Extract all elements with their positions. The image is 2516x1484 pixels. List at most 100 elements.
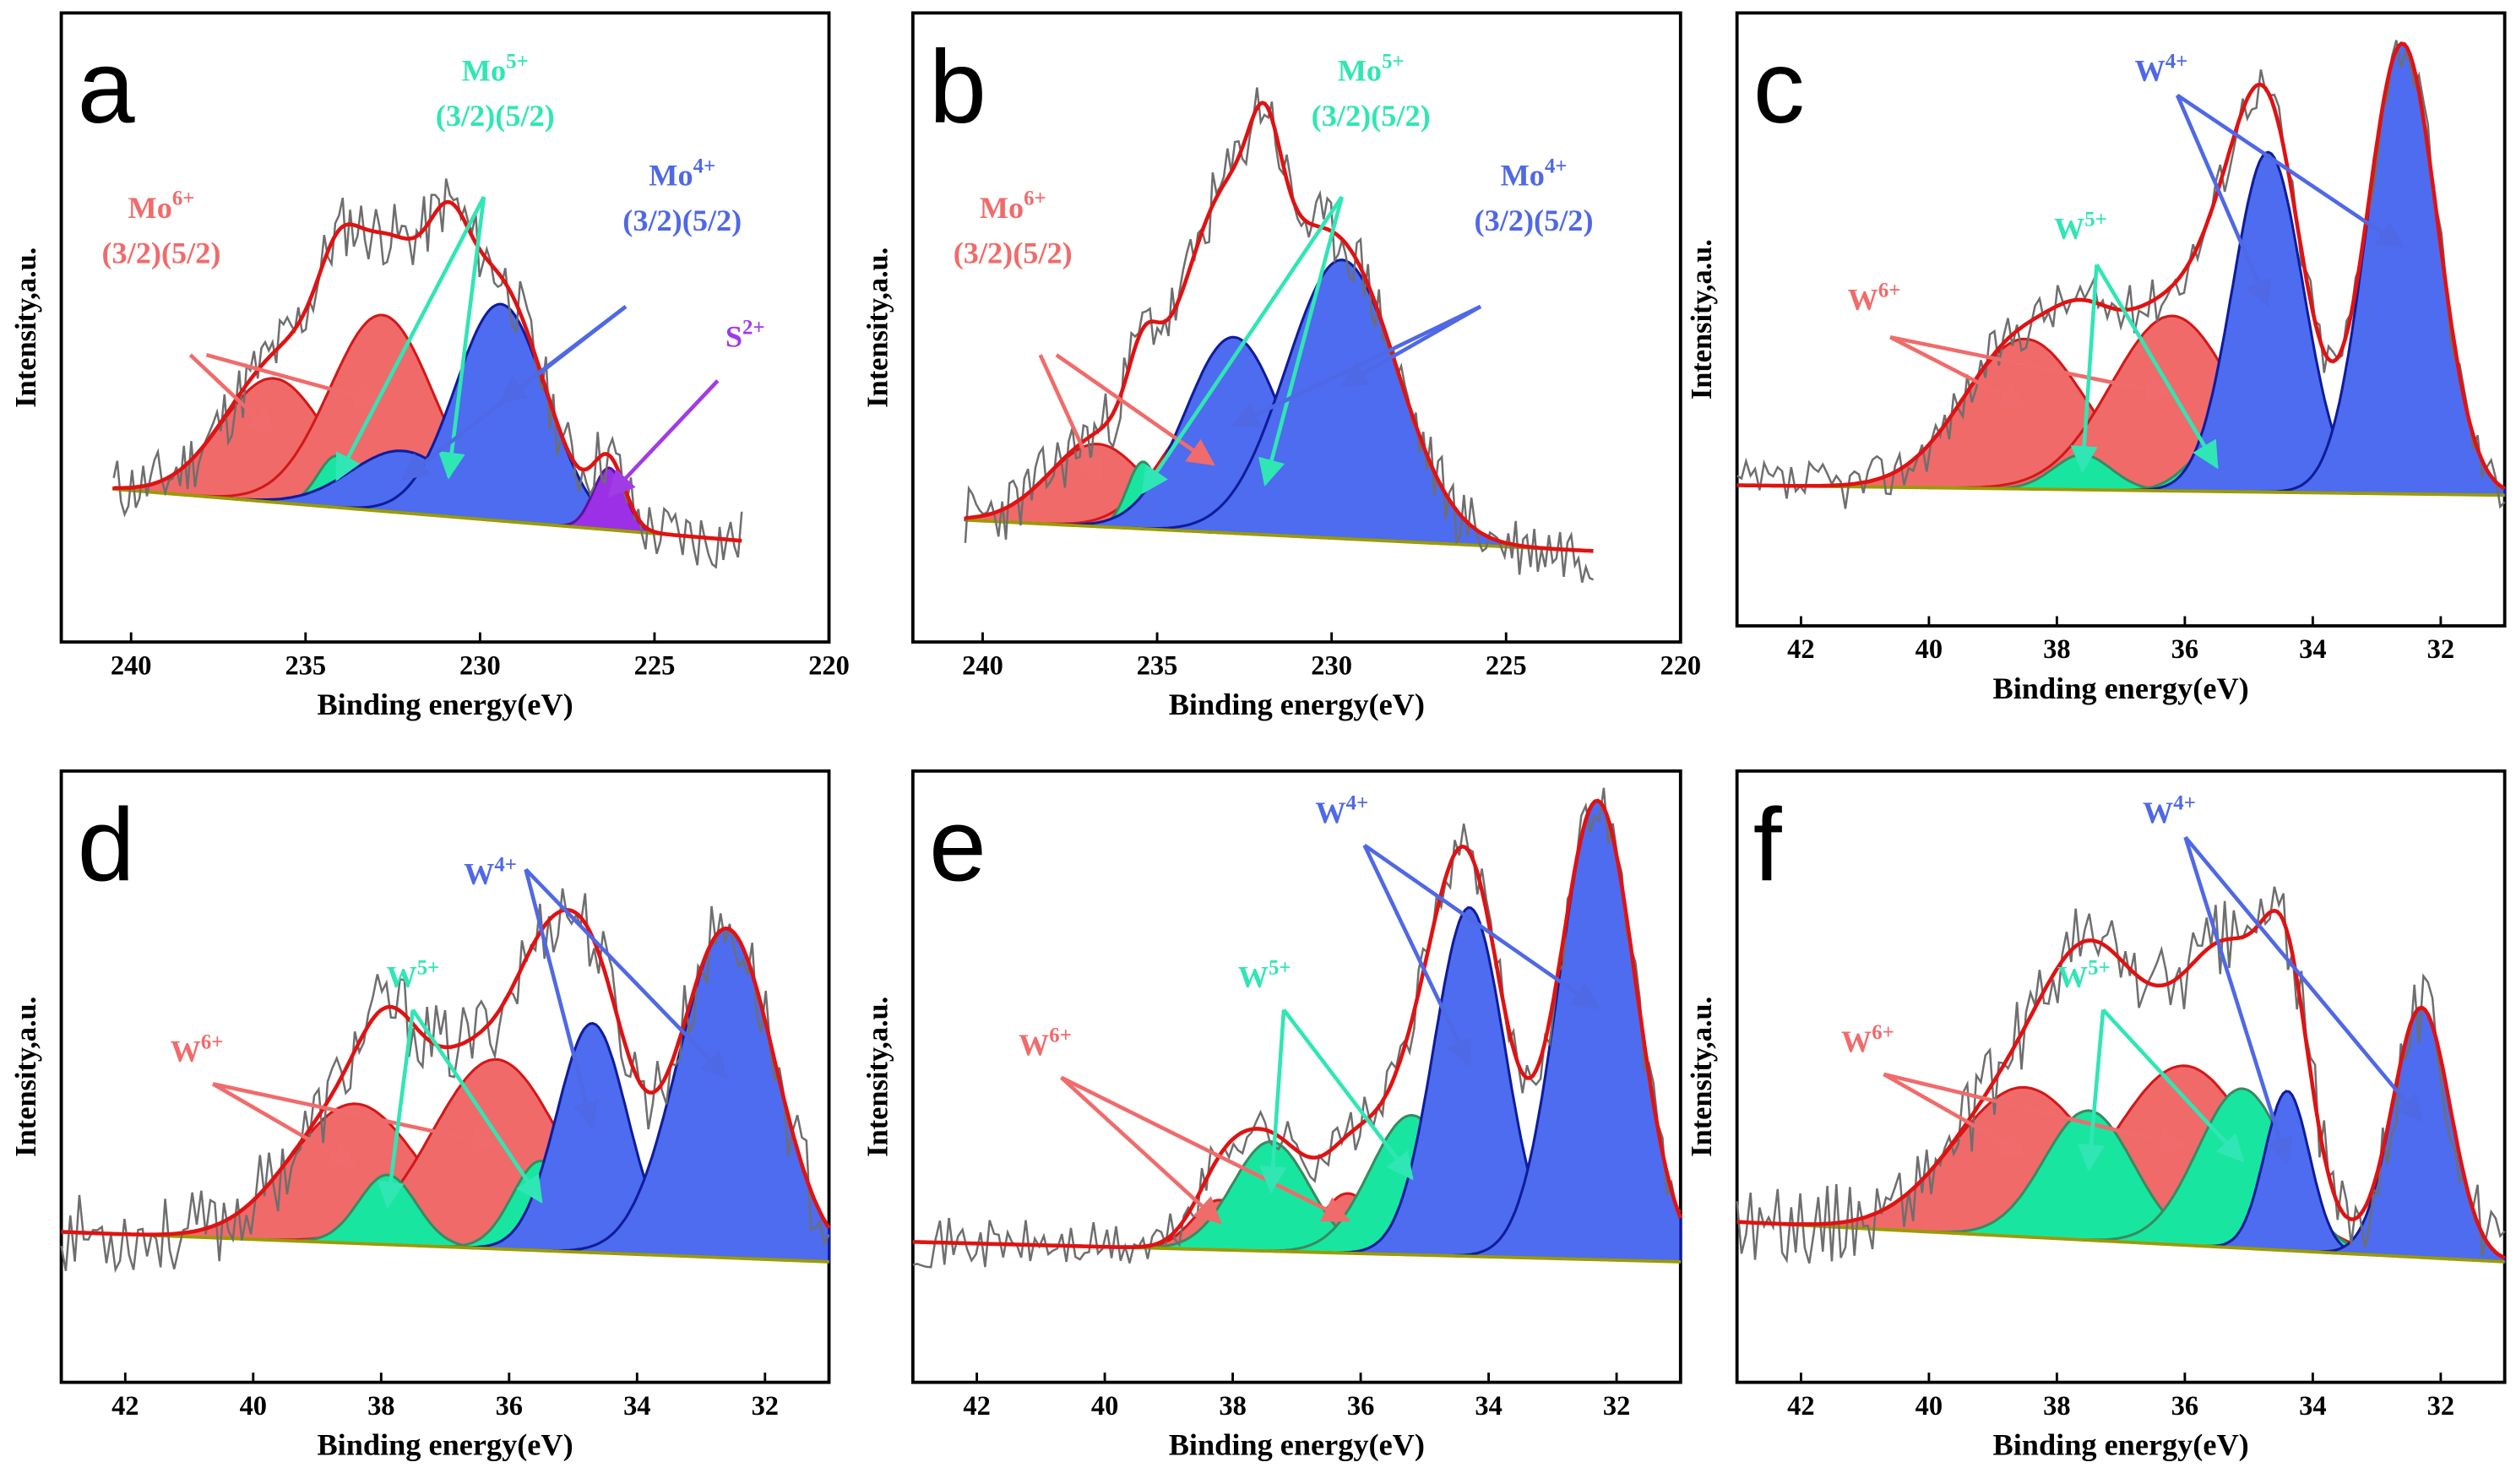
x-tick-label: 40 bbox=[1916, 1391, 1943, 1421]
fit-envelope bbox=[965, 101, 1594, 553]
x-tick-label: 42 bbox=[111, 1391, 139, 1421]
panel-letter: f bbox=[1753, 787, 1783, 903]
x-tick-label: 230 bbox=[1311, 650, 1352, 681]
arrow-green bbox=[2077, 1009, 2106, 1172]
arrow-red bbox=[212, 1082, 499, 1153]
x-tick-label: 34 bbox=[1475, 1391, 1502, 1421]
annotation-sub-red: (3/2)(5/2) bbox=[101, 236, 220, 269]
annotation-sub-blue: (3/2)(5/2) bbox=[622, 204, 742, 237]
x-tick-label: 32 bbox=[752, 1391, 779, 1421]
panel-c: 42 40 38 36 34 32 Binding energy(eV) Intensity,… bbox=[1686, 11, 2507, 705]
fit-envelope bbox=[1736, 908, 2506, 1260]
x-tick-label: 235 bbox=[1137, 650, 1178, 681]
x-tick-label: 36 bbox=[1347, 1391, 1374, 1421]
annotation-green: W5+ bbox=[2057, 956, 2111, 993]
raw-data-line bbox=[1736, 40, 2506, 509]
x-tick-label: 38 bbox=[2043, 1391, 2070, 1421]
arrow-blue bbox=[1363, 843, 1600, 1009]
fit-envelope bbox=[1736, 41, 2506, 491]
arrow-blue bbox=[498, 305, 628, 404]
annotation-blue: W4+ bbox=[2134, 50, 2187, 87]
raw-data-line bbox=[912, 787, 1682, 1269]
x-tick-label: 220 bbox=[1660, 650, 1701, 681]
arrow-green bbox=[1282, 1008, 1414, 1181]
arrow-red bbox=[1889, 334, 2175, 404]
x-tick-label: 32 bbox=[2427, 634, 2454, 665]
arrow-red bbox=[188, 353, 276, 437]
annotation-purple: S2+ bbox=[725, 316, 765, 353]
arrow-red bbox=[1059, 1076, 1222, 1225]
annotation-green: W5+ bbox=[386, 956, 439, 993]
x-tick-label: 42 bbox=[1787, 1391, 1814, 1421]
baseline bbox=[965, 518, 1594, 553]
annotation-green: W5+ bbox=[1238, 956, 1291, 993]
x-tick-label: 34 bbox=[623, 1391, 650, 1421]
arrow-blue bbox=[2175, 94, 2271, 308]
y-axis-title: Intensity,a.u. bbox=[861, 247, 894, 408]
raw-data-line bbox=[112, 178, 743, 569]
arrow-green bbox=[2070, 264, 2099, 474]
x-tick-label: 225 bbox=[1486, 650, 1527, 681]
arrow-blue bbox=[2176, 93, 2405, 248]
panel-letter: a bbox=[78, 29, 135, 144]
arrow-green bbox=[1141, 195, 1344, 495]
annotation-red: W6+ bbox=[1848, 279, 1901, 316]
x-tick-label: 38 bbox=[367, 1391, 394, 1421]
annotation-red: W6+ bbox=[1841, 1021, 1894, 1058]
x-tick-label: 40 bbox=[240, 1391, 267, 1421]
y-axis-title: Intensity,a.u. bbox=[1686, 997, 1718, 1157]
annotation-green: Mo5+ bbox=[462, 50, 529, 87]
x-tick-label: 36 bbox=[2171, 634, 2198, 665]
panel-e: 42 40 38 36 34 32 Binding energy(eV) Intensity,… bbox=[861, 769, 1682, 1462]
x-tick-label: 34 bbox=[2299, 1391, 2326, 1421]
x-tick-label: 34 bbox=[2299, 634, 2326, 665]
panel-letter: b bbox=[929, 29, 986, 144]
y-axis-title: Intensity,a.u. bbox=[10, 247, 42, 408]
x-tick-label: 240 bbox=[111, 650, 152, 681]
annotation-red: Mo6+ bbox=[128, 188, 195, 225]
x-axis-title: Binding energy(eV) bbox=[1993, 671, 2249, 705]
fit-envelope bbox=[61, 907, 831, 1237]
baseline bbox=[113, 487, 742, 543]
panel-letter: d bbox=[78, 787, 135, 903]
arrow-green bbox=[1259, 1009, 1287, 1194]
arrow-blue bbox=[1362, 844, 1471, 1068]
x-tick-label: 235 bbox=[285, 650, 326, 681]
annotation-blue: Mo4+ bbox=[1501, 155, 1568, 192]
x-tick-label: 220 bbox=[808, 650, 850, 681]
annotation-blue: W4+ bbox=[2143, 792, 2196, 829]
arrow-blue bbox=[524, 868, 600, 1129]
x-tick-label: 36 bbox=[2171, 1391, 2198, 1421]
annotation-sub-red: (3/2)(5/2) bbox=[954, 236, 1073, 269]
annotation-green: W5+ bbox=[2054, 208, 2107, 245]
panel-b: 240 235 230 225 220 Binding energy(eV) Intensi… bbox=[861, 11, 1701, 721]
fit-envelope bbox=[113, 199, 742, 543]
x-axis-title: Binding energy(eV) bbox=[317, 1428, 573, 1462]
x-tick-label: 38 bbox=[1219, 1391, 1246, 1421]
x-axis-title: Binding energy(eV) bbox=[1169, 1428, 1425, 1462]
arrow-green bbox=[1258, 196, 1345, 487]
y-axis-title: Intensity,a.u. bbox=[10, 997, 42, 1157]
x-tick-label: 40 bbox=[1091, 1391, 1118, 1421]
baseline bbox=[1736, 1220, 2505, 1264]
arrow-red bbox=[1038, 354, 1100, 484]
arrow-red bbox=[211, 1082, 358, 1169]
x-tick-label: 225 bbox=[634, 650, 676, 681]
arrow-red bbox=[1883, 1072, 2028, 1157]
arrow-red bbox=[1883, 1072, 2188, 1155]
arrow-red bbox=[1055, 353, 1215, 466]
annotation-red: W6+ bbox=[171, 1030, 224, 1068]
panel-frame bbox=[1735, 769, 2507, 1384]
x-tick-label: 36 bbox=[496, 1391, 523, 1421]
arrow-purple bbox=[607, 379, 720, 498]
arrow-red bbox=[1060, 1075, 1350, 1222]
annotation-sub-blue: (3/2)(5/2) bbox=[1475, 204, 1594, 237]
annotation-green: Mo5+ bbox=[1338, 50, 1405, 87]
arrow-green bbox=[2095, 264, 2219, 470]
annotation-blue: Mo4+ bbox=[649, 155, 715, 192]
arrow-green bbox=[334, 195, 486, 482]
x-tick-label: 42 bbox=[963, 1391, 990, 1421]
x-tick-label: 240 bbox=[962, 650, 1003, 681]
arrow-red bbox=[1889, 335, 2028, 409]
